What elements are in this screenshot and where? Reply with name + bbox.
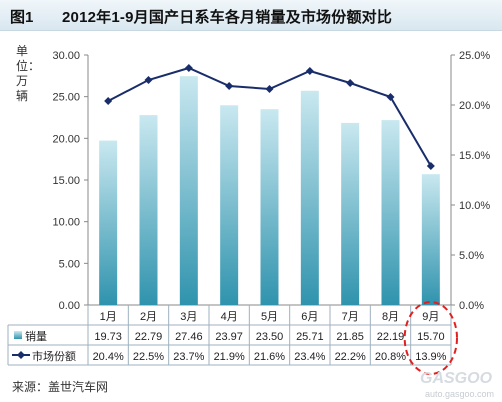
- title-bar: 图1 2012年1-9月国产日系车各月销量及市场份额对比: [0, 0, 502, 31]
- sales-value-label: 15.70: [417, 331, 445, 343]
- market-share-marker: [346, 79, 355, 87]
- right-tick-label: 20.0%: [459, 100, 490, 112]
- bar-5月: [260, 109, 279, 306]
- left-tick-label: 10.00: [52, 217, 80, 229]
- x-tick-label: 4月: [221, 311, 238, 323]
- right-tick-label: 0.0%: [459, 300, 484, 312]
- left-tick-label: 25.00: [52, 92, 80, 104]
- sales-value-label: 23.50: [256, 331, 284, 343]
- left-tick-label: 5.00: [59, 258, 80, 270]
- right-tick-label: 5.0%: [459, 250, 484, 262]
- x-tick-label: 9月: [422, 311, 439, 323]
- left-tick-label: 30.00: [52, 50, 80, 62]
- market-share-marker: [386, 93, 395, 101]
- market-share-marker: [426, 162, 435, 170]
- sales-value-label: 27.46: [175, 331, 203, 343]
- share-value-label: 23.7%: [173, 351, 204, 363]
- share-value-label: 23.4%: [294, 351, 325, 363]
- sales-value-label: 22.79: [135, 331, 163, 343]
- left-tick-label: 15.00: [52, 175, 80, 187]
- share-value-label: 20.4%: [93, 351, 124, 363]
- share-value-label: 20.8%: [375, 351, 406, 363]
- x-tick-label: 8月: [382, 311, 399, 323]
- bar-3月: [179, 76, 198, 306]
- bar-4月: [220, 105, 239, 305]
- sales-value-label: 23.97: [215, 331, 243, 343]
- x-tick-label: 3月: [180, 311, 197, 323]
- market-share-marker: [305, 67, 314, 75]
- right-tick-label: 25.0%: [459, 50, 490, 62]
- bar-1月: [99, 140, 118, 305]
- bar-6月: [300, 90, 319, 305]
- left-tick-label: 0.00: [59, 300, 80, 312]
- left-tick-label: 20.00: [52, 133, 80, 145]
- x-tick-label: 5月: [261, 311, 278, 323]
- bar-9月: [421, 174, 440, 305]
- x-tick-label: 7月: [342, 311, 359, 323]
- market-share-marker: [265, 85, 274, 93]
- market-share-marker: [225, 82, 234, 90]
- chart-title: 2012年1-9月国产日系车各月销量及市场份额对比: [62, 9, 393, 26]
- market-share-marker: [144, 76, 153, 84]
- share-value-label: 22.5%: [133, 351, 164, 363]
- watermark-logo: GASGOO: [420, 370, 493, 387]
- sales-value-label: 22.19: [377, 331, 405, 343]
- bar-7月: [341, 122, 360, 306]
- sales-value-label: 21.85: [336, 331, 364, 343]
- figure-label: 图1: [10, 9, 34, 26]
- highlight-circle: [403, 301, 459, 375]
- x-tick-label: 1月: [100, 311, 117, 323]
- market-share-marker: [104, 97, 113, 105]
- bar-8月: [381, 120, 400, 305]
- watermark-url: auto.gasgoo.com: [424, 389, 494, 399]
- sales-legend-swatch: [14, 331, 22, 339]
- market-share-marker: [184, 64, 193, 72]
- bar-2月: [139, 115, 158, 305]
- sales-value-label: 25.71: [296, 331, 324, 343]
- share-value-label: 21.6%: [254, 351, 285, 363]
- sales-value-label: 19.73: [94, 331, 122, 343]
- x-tick-label: 2月: [140, 311, 157, 323]
- share-value-label: 22.2%: [335, 351, 366, 363]
- x-tick-label: 6月: [301, 311, 318, 323]
- right-tick-label: 10.0%: [459, 200, 490, 212]
- share-value-label: 13.9%: [415, 351, 446, 363]
- share-legend-marker: [17, 351, 25, 359]
- source-note: 来源：盖世汽车网: [12, 380, 109, 394]
- sales-legend-label: 销量: [25, 329, 47, 343]
- share-value-label: 21.9%: [214, 351, 245, 363]
- right-tick-label: 15.0%: [459, 150, 490, 162]
- share-legend-label: 市场份额: [32, 349, 76, 363]
